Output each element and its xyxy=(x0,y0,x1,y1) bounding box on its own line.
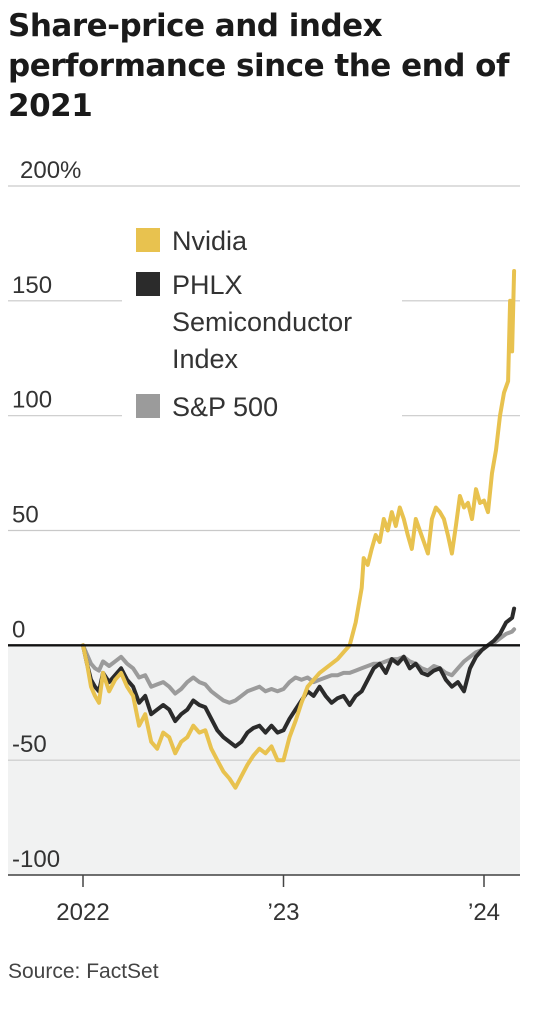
y-tick-label: 0 xyxy=(12,616,25,643)
y-tick-label: 200% xyxy=(20,157,81,184)
x-tick-label: ’24 xyxy=(468,899,500,926)
x-tick-label: ’23 xyxy=(267,899,299,926)
y-tick-label: 50 xyxy=(12,502,39,529)
legend-swatch xyxy=(136,228,160,252)
legend: Nvidia PHLX Semiconductor Index S&P 500 xyxy=(122,220,402,430)
y-tick-label: -100 xyxy=(12,846,60,873)
legend-label: Nvidia xyxy=(172,226,248,256)
chart-title: Share-price and index performance since … xyxy=(8,6,528,126)
legend-item: Nvidia xyxy=(122,220,402,264)
legend-backdrop xyxy=(122,220,402,264)
y-tick-label: 150 xyxy=(12,272,52,299)
legend-item: PHLX Semiconductor Index xyxy=(122,264,402,384)
line-chart: 200% 150 100 50 0 -50 -100 Nvidia PHLX Semicondu… xyxy=(0,150,540,950)
x-axis: 2022 ’23 ’24 xyxy=(8,875,520,926)
y-tick-label: -50 xyxy=(12,731,47,758)
source-note: Source: FactSet xyxy=(8,960,159,984)
x-tick-label: 2022 xyxy=(56,899,109,926)
legend-label: S&P 500 xyxy=(172,392,278,422)
legend-swatch xyxy=(136,394,160,418)
legend-item: S&P 500 xyxy=(122,386,402,430)
legend-swatch xyxy=(136,272,160,296)
y-tick-label: 100 xyxy=(12,387,52,414)
